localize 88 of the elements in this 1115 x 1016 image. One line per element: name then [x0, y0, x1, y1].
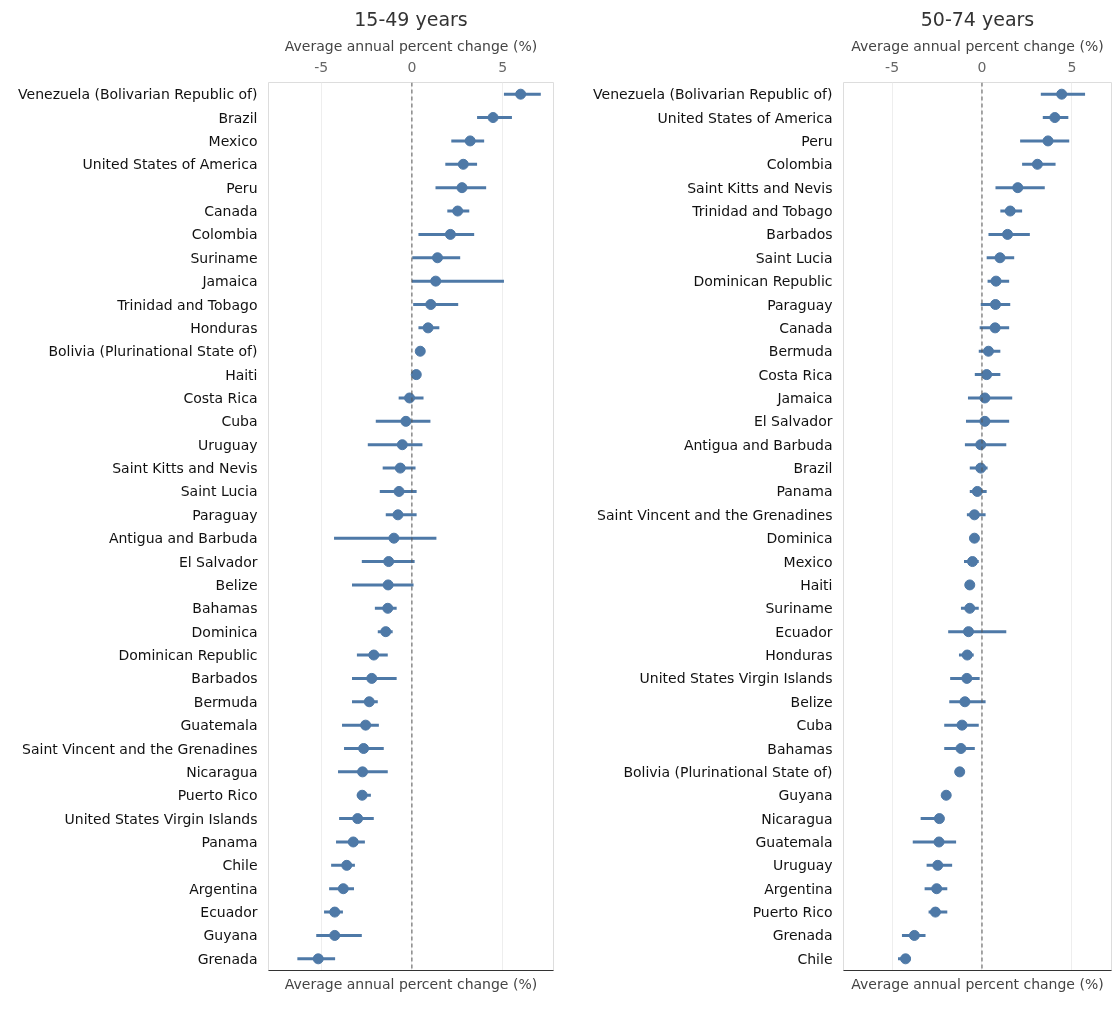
y-tick-label: United States of America — [82, 156, 258, 173]
y-tick-label: Bolivia (Plurinational State of) — [48, 343, 258, 360]
y-tick-label: Bermuda — [193, 693, 258, 710]
y-tick-label: Honduras — [765, 647, 833, 664]
x-tick-label: -5 — [885, 58, 900, 75]
y-tick-label: Argentina — [189, 880, 258, 897]
y-tick-label: Dominican Republic — [693, 273, 833, 290]
y-tick-label: Guyana — [778, 787, 833, 804]
y-tick-label: United States of America — [657, 109, 833, 126]
x-axis-title: Average annual percent change (%) — [284, 975, 538, 992]
y-tick-label: Grenada — [772, 927, 833, 944]
y-tick-label: Bolivia (Plurinational State of) — [623, 763, 833, 780]
y-tick-label: Panama — [776, 483, 833, 500]
y-tick-label: Guatemala — [755, 833, 833, 850]
y-tick-label: Ecuador — [775, 623, 833, 640]
y-tick-label: Grenada — [197, 950, 258, 967]
y-tick-label: Canada — [779, 319, 833, 336]
y-tick-label: Paraguay — [192, 506, 258, 523]
y-tick-label: Uruguay — [198, 436, 258, 453]
x-tick-label: 5 — [498, 58, 508, 75]
y-tick-label: Belize — [790, 693, 833, 710]
y-tick-label: Peru — [226, 179, 258, 196]
y-tick-label: Suriname — [190, 249, 258, 266]
y-tick-label: Argentina — [764, 880, 833, 897]
y-tick-label: Trinidad and Tobago — [116, 296, 258, 313]
y-tick-label: Cuba — [796, 717, 833, 734]
y-tick-label: United States Virgin Islands — [639, 670, 833, 687]
y-tick-label: Saint Lucia — [755, 249, 833, 266]
y-tick-label: Haiti — [225, 366, 258, 383]
y-tick-label: Belize — [215, 576, 258, 593]
y-tick-label: Nicaragua — [186, 763, 258, 780]
y-tick-label: Mexico — [208, 132, 258, 149]
y-tick-label: Barbados — [191, 670, 258, 687]
y-tick-label: Chile — [222, 857, 258, 874]
y-tick-label: Ecuador — [200, 904, 258, 921]
y-tick-label: Brazil — [218, 109, 258, 126]
chart-title: 15-49 years — [354, 7, 468, 30]
y-tick-label: Jamaica — [201, 273, 258, 290]
y-tick-label: Guyana — [203, 927, 258, 944]
y-tick-label: Canada — [204, 203, 258, 220]
text: Average annual percent change (%) — [284, 37, 538, 54]
y-tick-label: Dominica — [766, 530, 833, 547]
y-tick-label: Peru — [801, 132, 833, 149]
y-tick-label: Colombia — [766, 156, 833, 173]
y-tick-label: Dominica — [191, 623, 258, 640]
y-tick-label: Puerto Rico — [177, 787, 258, 804]
y-tick-label: Venezuela (Bolivarian Republic of) — [593, 86, 833, 103]
y-tick-label: Saint Vincent and the Grenadines — [597, 506, 833, 523]
y-tick-label: Suriname — [765, 600, 833, 617]
y-tick-label: Barbados — [766, 226, 833, 243]
y-tick-label: Nicaragua — [761, 810, 833, 827]
x-axis-title: Average annual percent change (%) — [851, 975, 1104, 992]
y-tick-label: Antigua and Barbuda — [108, 530, 258, 547]
y-tick-label: Dominican Republic — [118, 647, 258, 664]
text: Average annual percent change (%) — [851, 37, 1104, 54]
y-tick-label: Mexico — [783, 553, 833, 570]
y-tick-label: Chile — [797, 950, 833, 967]
y-tick-label: Costa Rica — [758, 366, 833, 383]
y-tick-label: Brazil — [793, 460, 833, 477]
y-tick-label: Saint Lucia — [180, 483, 258, 500]
y-tick-label: Guatemala — [180, 717, 258, 734]
y-tick-label: Costa Rica — [183, 389, 258, 406]
x-tick-label: 0 — [407, 58, 417, 75]
y-tick-label: Uruguay — [773, 857, 833, 874]
y-tick-label: Saint Kitts and Nevis — [687, 179, 833, 196]
y-tick-label: Bermuda — [768, 343, 833, 360]
y-tick-label: Cuba — [221, 413, 258, 430]
y-tick-label: Antigua and Barbuda — [683, 436, 833, 453]
y-tick-label: Venezuela (Bolivarian Republic of) — [18, 86, 258, 103]
y-tick-label: Trinidad and Tobago — [691, 203, 833, 220]
y-tick-label: Panama — [201, 833, 258, 850]
y-tick-label: Bahamas — [767, 740, 833, 757]
y-tick-label: United States Virgin Islands — [64, 810, 258, 827]
y-tick-label: El Salvador — [178, 553, 258, 570]
y-tick-label: El Salvador — [753, 413, 833, 430]
y-tick-label: Colombia — [191, 226, 258, 243]
y-tick-label: Saint Vincent and the Grenadines — [22, 740, 258, 757]
y-tick-label: Saint Kitts and Nevis — [112, 460, 258, 477]
chart-title: 50-74 years — [920, 7, 1035, 30]
y-tick-label: Bahamas — [192, 600, 258, 617]
x-tick-label: 0 — [977, 58, 987, 75]
y-tick-label: Haiti — [800, 576, 833, 593]
x-tick-label: 5 — [1067, 58, 1077, 75]
y-tick-label: Paraguay — [767, 296, 833, 313]
y-tick-label: Honduras — [190, 319, 258, 336]
y-tick-label: Jamaica — [776, 389, 833, 406]
x-tick-label: -5 — [314, 58, 329, 75]
y-tick-label: Puerto Rico — [752, 904, 833, 921]
